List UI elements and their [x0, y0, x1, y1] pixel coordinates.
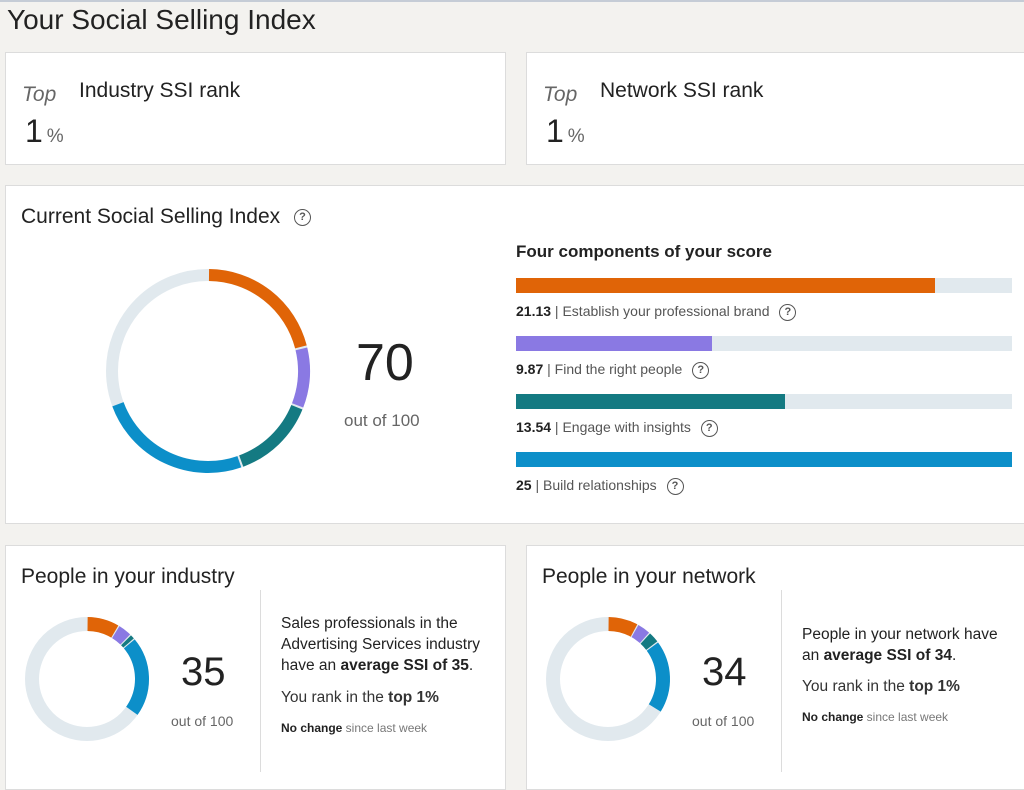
network-divider: [781, 590, 782, 772]
donut-segment-relationships: [112, 402, 242, 473]
industry-rank-top-label: Top: [22, 83, 57, 106]
relationships-help-icon[interactable]: ?: [666, 477, 684, 495]
component-bar-people: [516, 336, 1012, 351]
donut-segment-insights: [640, 633, 658, 651]
industry-rank-card: Top Industry SSI rank 1%: [5, 52, 506, 165]
industry-change-text: No change since last week: [281, 721, 428, 735]
top-border: [0, 0, 1024, 2]
ssi-score: 70: [356, 334, 414, 392]
current-ssi-card: Current Social Selling Index ? 70 out of…: [5, 185, 1024, 524]
component-bar-fill: [516, 278, 936, 293]
donut-segment-people: [631, 624, 650, 644]
donut-segment-brand: [87, 617, 119, 638]
industry-divider: [260, 590, 261, 772]
component-label-relationships: 25 | Build relationships ?: [516, 477, 684, 495]
donut-segment-insights: [121, 635, 134, 648]
donut-segment-relationships: [123, 639, 149, 715]
industry-description: Sales professionals in the Advertising S…: [281, 615, 480, 674]
industry-card: People in your industry 35 out of 100 Sa…: [5, 545, 506, 790]
component-label-brand: 21.13 | Establish your professional bran…: [516, 303, 797, 321]
current-ssi-help-icon[interactable]: ?: [293, 208, 311, 226]
industry-score: 35: [181, 650, 226, 694]
network-rank-value: 1%: [546, 113, 585, 149]
network-rank-top-label: Top: [543, 83, 578, 106]
industry-rank-unit: %: [46, 126, 64, 147]
people-help-icon[interactable]: ?: [692, 361, 710, 379]
ssi-out-of: out of 100: [344, 411, 420, 430]
industry-out-of: out of 100: [171, 713, 234, 729]
donut-segment-relationships: [646, 642, 670, 712]
donut-track: [25, 617, 149, 741]
component-label-people: 9.87 | Find the right people ?: [516, 361, 710, 379]
component-bar-fill: [516, 452, 1012, 467]
donut-segment-people: [111, 626, 131, 645]
component-label-insights: 13.54 | Engage with insights ?: [516, 419, 718, 437]
components-title: Four components of your score: [516, 242, 772, 261]
current-ssi-title: Current Social Selling Index ?: [21, 205, 311, 229]
donut-segment-insights: [239, 404, 303, 467]
donut-segment-people: [291, 347, 310, 408]
ssi-donut: [106, 269, 310, 473]
component-bar-fill: [516, 336, 712, 351]
component-bar-fill: [516, 394, 785, 409]
brand-help-icon[interactable]: ?: [779, 303, 797, 321]
industry-rank-label: Industry SSI rank: [79, 79, 241, 102]
component-bar-insights: [516, 394, 1012, 409]
component-bar-brand: [516, 278, 1012, 293]
donut-segment-brand: [608, 617, 638, 637]
network-change-text: No change since last week: [802, 710, 949, 724]
insights-help-icon[interactable]: ?: [700, 419, 718, 437]
network-description: People in your network have an average S…: [802, 626, 998, 664]
industry-title: People in your industry: [21, 565, 235, 588]
network-donut: [546, 617, 670, 741]
donut-segment-brand: [208, 269, 307, 349]
network-out-of: out of 100: [692, 713, 755, 729]
industry-rank-value: 1%: [25, 113, 64, 149]
component-bar-relationships: [516, 452, 1012, 467]
network-title: People in your network: [542, 565, 756, 588]
network-rank-card: Top Network SSI rank 1%: [526, 52, 1024, 165]
industry-donut: [25, 617, 149, 741]
network-rank-label: Network SSI rank: [600, 79, 764, 102]
network-rank-text: You rank in the top 1%: [802, 678, 960, 695]
industry-rank-text: You rank in the top 1%: [281, 689, 439, 706]
network-card: People in your network 34 out of 100 Peo…: [526, 545, 1024, 790]
network-rank-unit: %: [567, 126, 585, 147]
network-score: 34: [702, 650, 747, 694]
page-title: Your Social Selling Index: [7, 4, 316, 35]
